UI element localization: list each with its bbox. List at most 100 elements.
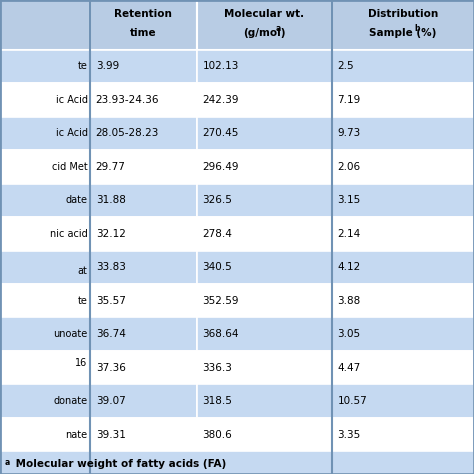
Text: 4.47: 4.47 (337, 363, 361, 373)
Bar (0, 0, 90, 50)
Bar (0, 451, 474, 474)
Bar (332, 50, 474, 83)
Text: te: te (78, 296, 88, 306)
Bar (0, 117, 90, 150)
Text: 336.3: 336.3 (202, 363, 232, 373)
Bar (90, 284, 197, 318)
Text: 37.36: 37.36 (96, 363, 126, 373)
Text: 3.99: 3.99 (96, 62, 119, 72)
Bar (90, 0, 197, 50)
Text: 32.12: 32.12 (96, 229, 126, 239)
Text: te: te (78, 62, 88, 72)
Text: 23.93-24.36: 23.93-24.36 (96, 95, 159, 105)
Text: b: b (415, 24, 420, 33)
Bar (197, 50, 332, 83)
Text: 31.88: 31.88 (96, 195, 126, 205)
Bar (0, 50, 90, 83)
Bar (197, 150, 332, 183)
Bar (332, 150, 474, 183)
Bar (90, 83, 197, 117)
Text: 318.5: 318.5 (202, 396, 232, 406)
Text: 4.12: 4.12 (337, 262, 361, 272)
Text: 29.77: 29.77 (96, 162, 126, 172)
Text: ic Acid: ic Acid (55, 95, 88, 105)
Bar (197, 284, 332, 318)
Text: cid Met: cid Met (52, 162, 88, 172)
Text: 35.57: 35.57 (96, 296, 126, 306)
Bar (0, 150, 90, 183)
Bar (90, 183, 197, 217)
Text: Molecular wt.: Molecular wt. (224, 9, 304, 19)
Bar (0, 418, 90, 451)
Bar (0, 183, 90, 217)
Bar (332, 117, 474, 150)
Text: 2.14: 2.14 (337, 229, 361, 239)
Text: 10.57: 10.57 (337, 396, 367, 406)
Bar (90, 318, 197, 351)
Bar (332, 0, 474, 50)
Bar (332, 284, 474, 318)
Bar (197, 384, 332, 418)
Bar (197, 318, 332, 351)
Bar (197, 217, 332, 250)
Bar (90, 117, 197, 150)
Text: unoate: unoate (54, 329, 88, 339)
Text: 368.64: 368.64 (202, 329, 239, 339)
Bar (90, 418, 197, 451)
Bar (0, 250, 90, 284)
Text: donate: donate (54, 396, 88, 406)
Text: 326.5: 326.5 (202, 195, 232, 205)
Text: ic Acid: ic Acid (55, 128, 88, 138)
Bar (197, 117, 332, 150)
Text: at: at (78, 266, 88, 276)
Bar (0, 318, 90, 351)
Text: 28.05-28.23: 28.05-28.23 (96, 128, 159, 138)
Bar (0, 217, 90, 250)
Text: 380.6: 380.6 (202, 429, 232, 439)
Bar (197, 418, 332, 451)
Text: 278.4: 278.4 (202, 229, 232, 239)
Text: nate: nate (65, 429, 88, 439)
Text: a: a (276, 24, 282, 33)
Bar (90, 150, 197, 183)
Text: 352.59: 352.59 (202, 296, 239, 306)
Bar (197, 250, 332, 284)
Bar (332, 250, 474, 284)
Bar (332, 418, 474, 451)
Text: date: date (66, 195, 88, 205)
Bar (90, 50, 197, 83)
Text: 3.15: 3.15 (337, 195, 361, 205)
Text: 33.83: 33.83 (96, 262, 126, 272)
Text: 270.45: 270.45 (202, 128, 239, 138)
Text: 296.49: 296.49 (202, 162, 239, 172)
Text: Retention: Retention (114, 9, 173, 19)
Text: 3.35: 3.35 (337, 429, 361, 439)
Bar (332, 183, 474, 217)
Bar (332, 351, 474, 384)
Text: 2.06: 2.06 (337, 162, 361, 172)
Bar (0, 384, 90, 418)
Bar (197, 83, 332, 117)
Bar (90, 250, 197, 284)
Text: 242.39: 242.39 (202, 95, 239, 105)
Bar (197, 351, 332, 384)
Text: 3.05: 3.05 (337, 329, 361, 339)
Text: a: a (5, 458, 10, 467)
Text: Molecular weight of fatty acids (FA): Molecular weight of fatty acids (FA) (12, 459, 226, 469)
Bar (197, 183, 332, 217)
Bar (197, 0, 332, 50)
Text: Sample (%): Sample (%) (369, 28, 437, 38)
Text: 36.74: 36.74 (96, 329, 126, 339)
Bar (332, 217, 474, 250)
Bar (0, 284, 90, 318)
Text: 3.88: 3.88 (337, 296, 361, 306)
Text: Distribution: Distribution (368, 9, 438, 19)
Text: 2.5: 2.5 (337, 62, 354, 72)
Text: 9.73: 9.73 (337, 128, 361, 138)
Text: 16: 16 (75, 358, 88, 368)
Bar (90, 384, 197, 418)
Bar (0, 351, 90, 384)
Text: nic acid: nic acid (50, 229, 88, 239)
Bar (90, 351, 197, 384)
Bar (90, 217, 197, 250)
